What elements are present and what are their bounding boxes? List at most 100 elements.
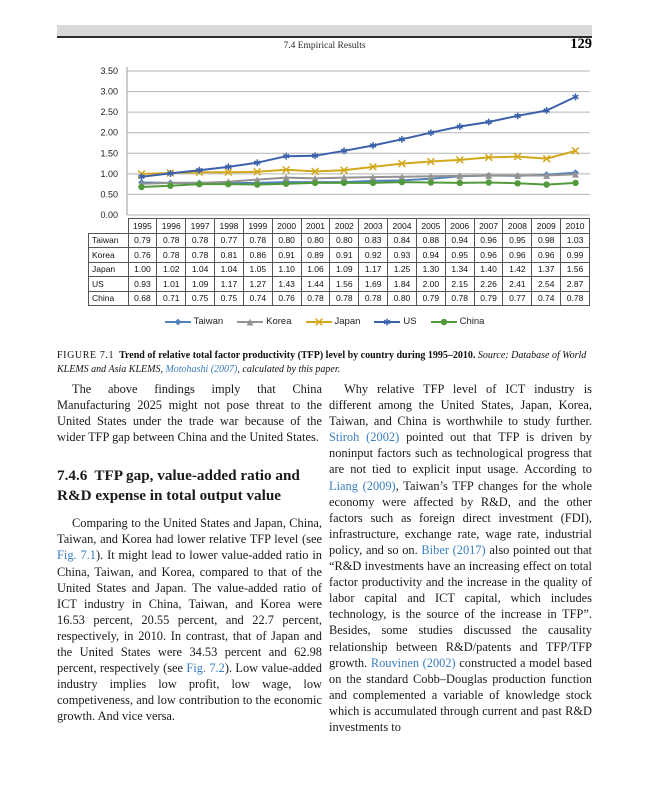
legend-label: Korea [266,316,292,327]
text-segment: pointed out that TFP is driven by noninp… [329,430,592,477]
table-cell: 0.96 [473,247,504,263]
table-cell: 2.26 [473,276,504,292]
table-year-header: 2009 [531,218,562,234]
table-year-header: 1998 [214,218,244,234]
table-cell: 1.25 [387,261,417,277]
table-cell: 0.93 [387,247,417,263]
table-cell: 1.37 [531,261,562,277]
running-head: 7.4 Empirical Results [283,41,366,51]
svg-text:0.00: 0.00 [100,210,118,218]
citation-link[interactable]: Fig. 7.1 [57,548,96,563]
table-cell: 0.80 [271,232,302,248]
table-cell: 1.40 [473,261,504,277]
table-cell: 0.91 [329,247,360,263]
table-cell: 0.80 [300,232,331,248]
legend-label: US [403,316,417,327]
table-cell: 0.78 [185,247,216,263]
table-year-header: 2000 [271,218,302,234]
svg-text:3.00: 3.00 [100,87,118,97]
table-cell: 0.96 [473,232,504,248]
table-cell: 1.00 [127,261,158,277]
text-segment: , calculated by this paper. [237,364,341,376]
table-cell: 0.78 [185,232,216,248]
text-segment: Comparing to the United States and Japan… [57,516,322,547]
table-cell: 1.10 [271,261,302,277]
table-cell: 0.78 [329,290,360,306]
table-cell: 1.56 [560,261,590,277]
table-year-header: 2006 [444,218,475,234]
table-cell: 0.80 [387,290,417,306]
table-cell: 1.04 [185,261,216,277]
table-cell: 0.84 [387,232,417,248]
svg-text:1.50: 1.50 [100,148,118,158]
table-row: Korea 0.76 0.78 0.78 0.81 0.86 0.91 0.89 0.91 0.9… [88,247,590,263]
table-year-header: 1999 [242,218,273,234]
table-cell: 1.84 [387,276,417,292]
text-segment: Why relative TFP level of ICT industry i… [329,382,592,429]
table-cell: 0.94 [444,232,475,248]
table-year-header: 2002 [329,218,360,234]
body-paragraph: Comparing to the United States and Japan… [57,515,322,724]
table-cell: 0.99 [560,247,590,263]
chart-legend: Taiwan Korea Japan US China [57,316,592,327]
table-year-header: 2004 [387,218,417,234]
table-cell: 1.09 [329,261,360,277]
table-cell: 0.98 [531,232,562,248]
svg-text:2.00: 2.00 [100,128,118,138]
table-cell: 1.04 [214,261,244,277]
table-header-row: 1995 1996 1997 1998 1999 2000 2001 2002 2003 2004… [89,218,590,234]
legend-marker-icon [430,318,457,325]
table-cell: 1.17 [358,261,389,277]
table-cell: 0.88 [415,232,446,248]
citation-link[interactable]: Liang (2009) [329,478,396,493]
table-cell: 0.74 [242,290,273,306]
table-cell: 2.87 [560,276,590,292]
table-year-header: 2007 [473,218,504,234]
table-row-label: China [88,290,129,306]
table-cell: 1.17 [214,276,244,292]
legend-item-china: China [430,316,484,327]
table-cell: 1.09 [185,276,216,292]
table-cell: 0.78 [242,232,273,248]
table-cell: 0.76 [127,247,158,263]
table-cell: 0.96 [531,247,562,263]
table-row: Japan 1.00 1.02 1.04 1.04 1.05 1.10 1.06 1.09 1.1… [88,261,590,277]
table-corner-cell [89,219,129,234]
table-cell: 1.01 [156,276,187,292]
table-cell: 0.86 [242,247,273,263]
table-cell: 0.83 [358,232,389,248]
citation-link[interactable]: Biber (2017) [421,542,486,557]
table-row-label: Japan [88,261,129,277]
citation-link[interactable]: Rouvinen (2002) [370,655,456,670]
tfp-line-chart: 0.00 0.50 1.00 1.50 2.00 2.50 3.00 3.50 [100,66,590,218]
table-cell: 0.78 [560,290,590,306]
table-cell: 0.91 [271,247,302,263]
table-cell: 0.93 [127,276,158,292]
table-row-label: Korea [88,247,129,263]
table-cell: 0.75 [185,290,216,306]
table-cell: 0.89 [300,247,331,263]
table-cell: 0.95 [444,247,475,263]
section-number: 7.4.6 [57,467,88,485]
table-cell: 0.71 [156,290,187,306]
legend-marker-icon [237,318,264,325]
svg-text:0.50: 0.50 [100,189,118,199]
table-cell: 0.78 [156,232,187,248]
citation-link[interactable]: Fig. 7.2 [186,661,225,676]
svg-text:1.00: 1.00 [100,169,118,179]
legend-item-korea: Korea [237,316,292,327]
table-cell: 0.79 [415,290,446,306]
legend-item-us: US [374,316,417,327]
table-cell: 2.54 [531,276,562,292]
svg-text:3.50: 3.50 [100,66,118,76]
text-segment: constructed a model based on the standar… [329,655,592,734]
page-number: 129 [570,36,592,52]
citation-link[interactable]: Motohashi (2007) [165,364,238,376]
text-segment: also pointed out that “R&D investments h… [329,542,592,670]
table-year-header: 1995 [127,218,158,234]
table-cell: 0.77 [502,290,533,306]
body-column-right: Why relative TFP level of ICT industry i… [329,381,592,735]
citation-link[interactable]: Stiroh (2002) [329,430,400,445]
table-cell: 1.27 [242,276,273,292]
